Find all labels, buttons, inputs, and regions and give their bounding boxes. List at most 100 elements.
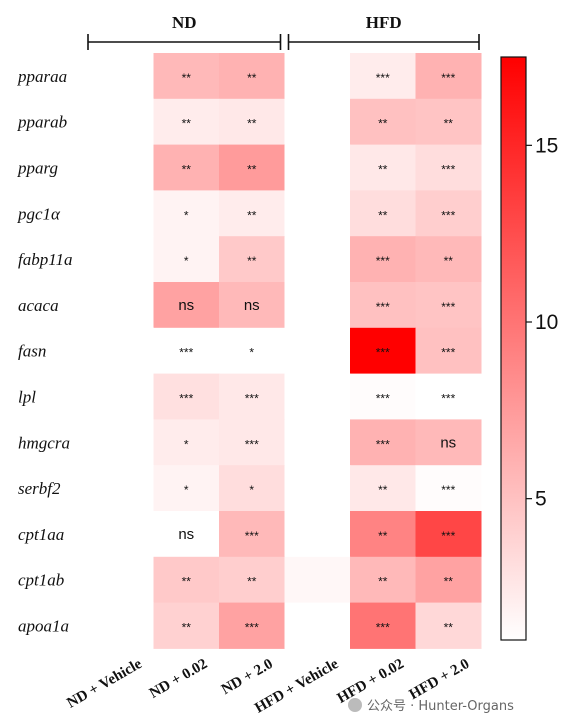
heatmap-cell	[350, 98, 416, 146]
heatmap-cell	[415, 327, 482, 375]
significance-label: **	[378, 575, 388, 589]
heatmap-cell	[153, 373, 220, 420]
significance-label: **	[247, 117, 257, 131]
significance-label: **	[444, 575, 454, 589]
heatmap-cell	[415, 190, 482, 237]
column-label: HFD + 2.0	[407, 656, 473, 703]
row-label: cpt1aa	[18, 525, 64, 544]
heatmap-cell	[284, 373, 351, 420]
significance-label: **	[182, 621, 192, 635]
heatmap-cell	[88, 144, 154, 191]
heatmap-cell	[88, 327, 154, 375]
significance-label: ***	[376, 346, 390, 360]
significance-label: ns	[178, 526, 194, 543]
watermark: 公众号 · Hunter-Organs	[348, 698, 514, 714]
heatmap-cell	[284, 98, 351, 146]
significance-label: *	[249, 483, 254, 497]
significance-label: ***	[179, 346, 193, 360]
heatmap-cell	[219, 190, 285, 237]
heatmap-cell	[284, 556, 351, 604]
group-bracket	[87, 34, 282, 50]
significance-label: **	[444, 117, 454, 131]
significance-label: ***	[245, 529, 259, 543]
heatmap-cell	[415, 53, 482, 100]
heatmap-cell	[88, 465, 154, 512]
heatmap-cell	[284, 190, 351, 237]
significance-label: **	[182, 117, 192, 131]
heatmap-cell	[350, 144, 416, 191]
heatmap-cell	[219, 282, 285, 329]
colorbar-tick-label: 5	[535, 488, 547, 511]
significance-label: ***	[441, 346, 455, 360]
significance-label: *	[184, 254, 189, 268]
significance-label: ***	[441, 300, 455, 314]
heatmap-cell	[88, 556, 154, 604]
heatmap-cell	[153, 53, 220, 100]
heatmap-cell	[88, 602, 154, 649]
column-label: ND + 2.0	[219, 656, 276, 698]
heatmap-cell	[219, 602, 285, 649]
heatmap-cell	[350, 602, 416, 649]
heatmap-cell	[219, 419, 285, 466]
heatmap-cell	[88, 282, 154, 329]
row-label: pparaa	[17, 67, 67, 86]
heatmap-cell	[350, 511, 416, 558]
significance-label: ***	[376, 300, 390, 314]
heatmap-cell	[88, 98, 154, 146]
row-label: acaca	[18, 296, 59, 315]
row-labels: pparaa pparab pparg pgc1α fabp11a acaca fasn lp…	[17, 67, 72, 636]
significance-label: ***	[376, 254, 390, 268]
colorbar-gradient	[500, 56, 527, 641]
watermark-text: 公众号 · Hunter-Organs	[367, 699, 514, 714]
group-brackets: ND HFD	[87, 13, 480, 50]
significance-label: *	[249, 346, 254, 360]
heatmap-cell	[153, 419, 220, 466]
heatmap-cell	[153, 556, 220, 604]
heatmap-cell	[153, 327, 220, 375]
heatmap-cell	[284, 144, 351, 191]
significance-label: **	[378, 208, 388, 222]
heatmap-cell	[284, 602, 351, 649]
colorbar-tick-label: 10	[535, 311, 558, 334]
row-label: fabp11a	[18, 250, 72, 269]
heatmap-cell	[88, 236, 154, 283]
row-label: pgc1α	[17, 204, 61, 223]
heatmap-cell	[284, 419, 351, 466]
heatmap-cell	[153, 511, 220, 558]
heatmap-cell	[219, 53, 285, 100]
significance-label: **	[182, 163, 192, 177]
heatmap-cell	[284, 511, 351, 558]
significance-label: ***	[376, 621, 390, 635]
heatmap-cell	[350, 327, 416, 375]
group-bracket	[287, 34, 480, 50]
significance-label: **	[247, 575, 257, 589]
heatmap-cell	[350, 53, 416, 100]
heatmap-cell	[350, 556, 416, 604]
colorbar: 5 10 15	[500, 56, 558, 641]
significance-label: **	[182, 575, 192, 589]
heatmap-cell	[219, 465, 285, 512]
heatmap-cells: ** ** *** ***** ** ** **** ** ** **** ** ** **** ** **…	[88, 53, 482, 649]
colorbar-tick-label: 15	[535, 134, 558, 157]
watermark-icon	[348, 698, 362, 712]
heatmap-cell	[88, 190, 154, 237]
significance-label: ***	[441, 71, 455, 85]
column-label: ND + Vehicle	[64, 656, 145, 712]
heatmap-cell	[350, 465, 416, 512]
significance-label: ***	[245, 392, 259, 406]
row-label: pparab	[17, 113, 67, 132]
row-label: lpl	[18, 388, 36, 407]
significance-label: ns	[440, 434, 456, 451]
significance-label: **	[444, 254, 454, 268]
significance-label: **	[247, 208, 257, 222]
significance-label: **	[378, 117, 388, 131]
significance-label: **	[247, 254, 257, 268]
heatmap-cell	[350, 373, 416, 420]
heatmap-cell	[350, 190, 416, 237]
significance-label: **	[247, 163, 257, 177]
heatmap-cell	[153, 144, 220, 191]
heatmap-cell	[88, 419, 154, 466]
significance-label: **	[182, 71, 192, 85]
significance-label: ***	[441, 163, 455, 177]
